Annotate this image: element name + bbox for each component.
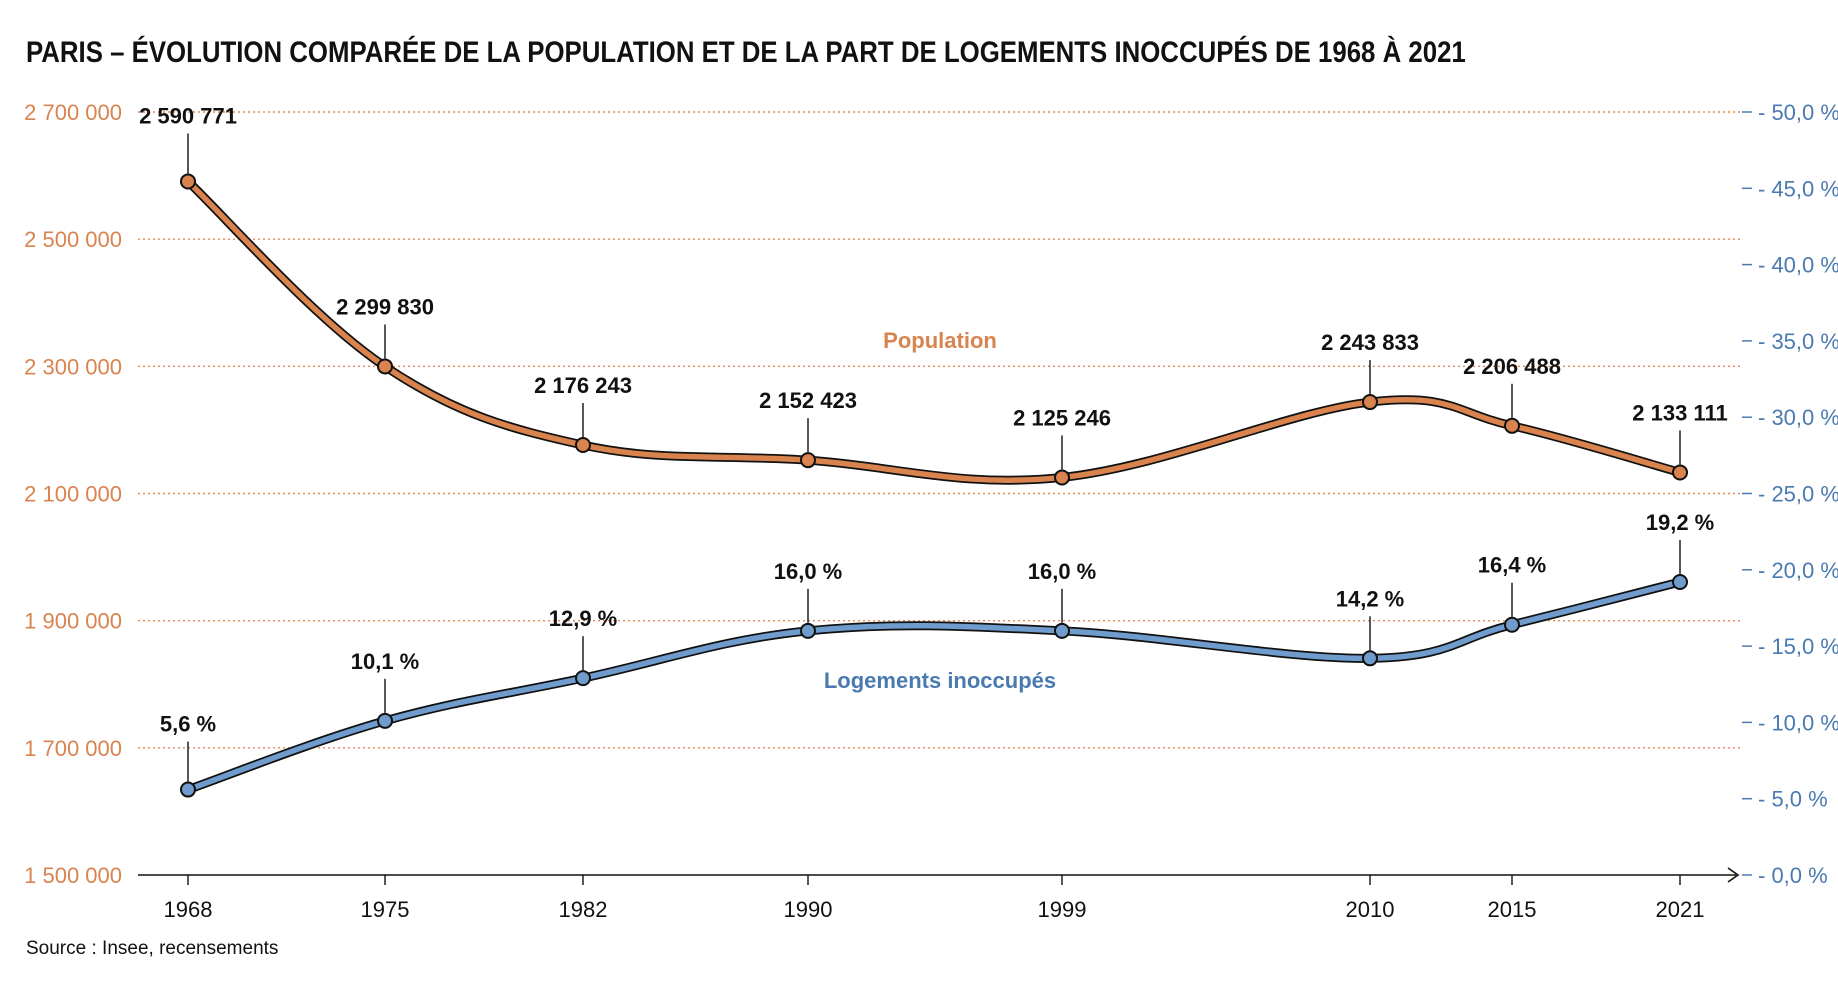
- data-label-population: 2 125 246: [1013, 405, 1111, 430]
- y-left-tick-label: 2 700 000: [24, 100, 122, 125]
- data-label-logements: 10,1 %: [351, 649, 420, 674]
- y-right-tick-label: - 40,0 %: [1758, 253, 1838, 278]
- chart-title: PARIS – ÉVOLUTION COMPARÉE DE LA POPULAT…: [26, 36, 1466, 69]
- data-point-population: [1672, 464, 1688, 481]
- y-right-tick-label: - 35,0 %: [1758, 329, 1838, 354]
- x-tick-label: 1968: [164, 897, 213, 922]
- x-tick-label: 1982: [559, 897, 608, 922]
- data-point-logements: [180, 781, 196, 798]
- data-point-logements: [1504, 616, 1520, 633]
- data-label-population: 2 206 488: [1463, 354, 1561, 379]
- y-left-tick-label: 2 500 000: [24, 227, 122, 252]
- data-point-population: [1362, 394, 1378, 411]
- y-right-tick-label: - 0,0 %: [1758, 863, 1828, 888]
- chart-source: Source : Insee, recensements: [26, 938, 279, 959]
- data-point-logements: [1054, 622, 1070, 639]
- series-line-population: [185, 178, 1683, 483]
- data-label-logements: 5,6 %: [160, 712, 216, 737]
- data-label-logements: 12,9 %: [549, 606, 618, 631]
- data-point-population: [1054, 469, 1070, 486]
- data-label-logements: 16,4 %: [1478, 553, 1547, 578]
- x-tick-label: 1999: [1038, 897, 1087, 922]
- x-tick-label: 1990: [784, 897, 833, 922]
- y-right-tick-label: - 45,0 %: [1758, 176, 1838, 201]
- series-label-population: Population: [883, 328, 997, 353]
- y-left-tick-label: 1 700 000: [24, 736, 122, 761]
- data-point-logements: [1362, 650, 1378, 667]
- data-label-population: 2 152 423: [759, 388, 857, 413]
- data-point-logements: [800, 622, 816, 639]
- data-point-population: [1504, 417, 1520, 434]
- data-point-logements: [1672, 574, 1688, 591]
- y-left-tick-label: 2 100 000: [24, 482, 122, 507]
- y-right-tick-label: - 15,0 %: [1758, 634, 1838, 659]
- x-tick-label: 1975: [361, 897, 410, 922]
- data-label-population: 2 243 833: [1321, 330, 1419, 355]
- data-label-logements: 14,2 %: [1336, 586, 1405, 611]
- y-right-tick-label: - 10,0 %: [1758, 710, 1838, 735]
- series-label-logements: Logements inoccupés: [824, 668, 1056, 693]
- data-point-population: [800, 452, 816, 469]
- data-label-population: 2 176 243: [534, 373, 632, 398]
- data-label-logements: 16,0 %: [774, 559, 843, 584]
- data-point-population: [575, 437, 591, 454]
- x-tick-label: 2010: [1346, 897, 1395, 922]
- data-label-population: 2 133 111: [1632, 400, 1727, 425]
- data-label-logements: 16,0 %: [1028, 559, 1097, 584]
- y-left-tick-label: 1 500 000: [24, 863, 122, 888]
- data-point-logements: [575, 670, 591, 687]
- data-point-population: [377, 358, 393, 375]
- data-label-logements: 19,2 %: [1646, 510, 1715, 535]
- data-point-population: [180, 173, 196, 190]
- y-left-tick-label: 1 900 000: [24, 609, 122, 634]
- data-label-population: 2 590 771: [139, 103, 237, 128]
- x-tick-label: 2015: [1488, 897, 1537, 922]
- x-tick-label: 2021: [1656, 897, 1705, 922]
- y-right-tick-label: - 30,0 %: [1758, 405, 1838, 430]
- y-left-tick-label: 2 300 000: [24, 354, 122, 379]
- y-right-tick-label: - 25,0 %: [1758, 482, 1838, 507]
- data-point-logements: [377, 712, 393, 729]
- x-axis-arrow-icon: [1727, 867, 1740, 883]
- y-right-tick-label: - 50,0 %: [1758, 100, 1838, 125]
- series-line-logements: [185, 579, 1683, 793]
- data-label-population: 2 299 830: [336, 294, 434, 319]
- y-right-tick-label: - 5,0 %: [1758, 787, 1828, 812]
- y-right-tick-label: - 20,0 %: [1758, 558, 1838, 583]
